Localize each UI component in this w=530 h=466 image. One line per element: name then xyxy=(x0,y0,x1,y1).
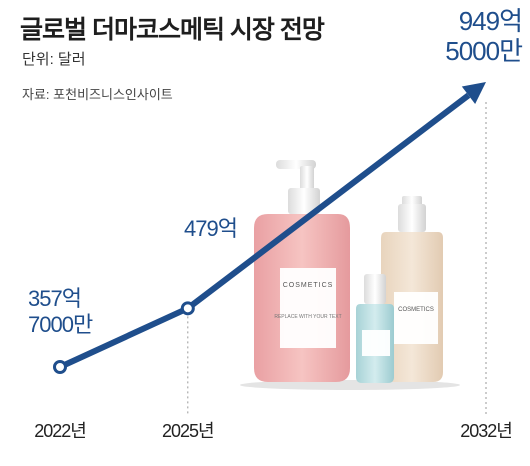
data-label-2022년-line1: 357억 xyxy=(28,286,81,311)
unit-label: 단위: 달러 xyxy=(22,51,86,68)
blue-bottle-image xyxy=(356,274,394,383)
vertical-guide-lines xyxy=(187,102,487,415)
data-label-2032년-line2: 5000만 xyxy=(445,36,522,66)
cosmetics-bottles-illustration: COSMETICS COSMETICS REPLACE WITH YOUR TE… xyxy=(240,160,460,390)
data-label-2032년-line1: 949억 xyxy=(459,6,522,36)
pink-bottle-brand: COSMETICS xyxy=(283,282,334,289)
tan-bottle-brand: COSMETICS xyxy=(398,307,434,313)
series-arrowhead xyxy=(461,82,486,105)
data-point-2025년 xyxy=(180,301,195,316)
data-label-2025년-line1: 479억 xyxy=(184,216,237,241)
source-label: 자료: 포천비즈니스인사이트 xyxy=(22,87,173,102)
series-line-group xyxy=(53,82,486,374)
data-label-2022년-line2: 7000만 xyxy=(28,312,93,337)
x-axis-ticks: 2022년 2025년 2032년 xyxy=(34,421,513,441)
x-tick-label-2032년: 2032년 xyxy=(460,421,512,441)
data-point-2022년 xyxy=(53,360,67,374)
chart-title: 글로벌 더마코스메틱 시장 전망 xyxy=(20,16,325,44)
tan-bottle-image: COSMETICS xyxy=(381,196,443,382)
pink-bottle-text: REPLACE WITH YOUR TEXT xyxy=(274,314,341,320)
x-tick-label-2022년: 2022년 xyxy=(34,421,86,441)
pink-bottle-image: COSMETICS REPLACE WITH YOUR TEXT xyxy=(254,160,350,382)
x-tick-label-2025년: 2025년 xyxy=(162,421,214,441)
